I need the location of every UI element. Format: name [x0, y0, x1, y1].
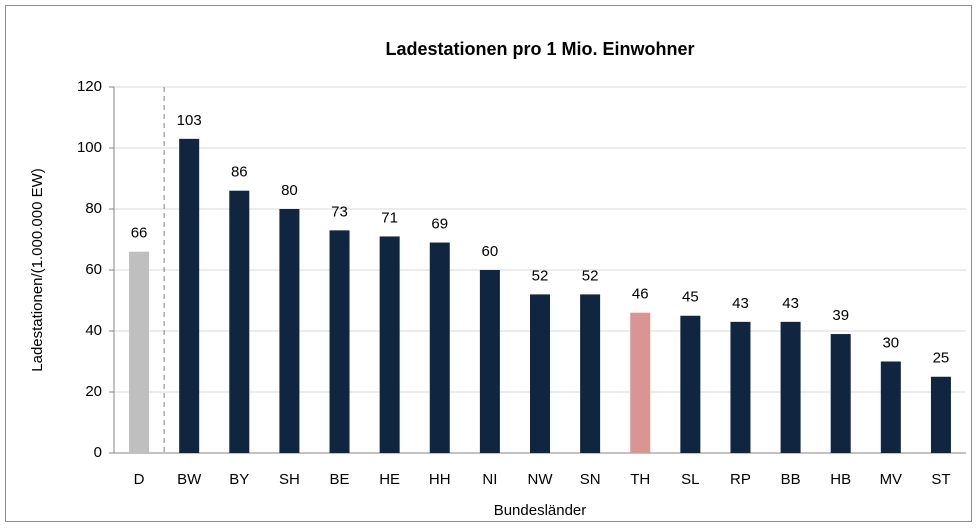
data-label: 30 [882, 334, 899, 351]
bar [129, 251, 150, 453]
x-tick-label: BB [781, 471, 801, 488]
x-tick-label: BW [177, 471, 202, 488]
x-tick-label: BE [330, 471, 350, 488]
x-tick-label: NI [482, 471, 497, 488]
bar [530, 294, 550, 453]
chart-title: Ladestationen pro 1 Mio. Einwohner [385, 39, 694, 59]
data-label: 46 [632, 286, 649, 303]
data-label: 103 [177, 112, 202, 129]
bar [229, 190, 250, 453]
data-label: 43 [732, 295, 749, 312]
y-tick-label: 20 [85, 383, 102, 400]
data-label: 66 [131, 225, 148, 242]
x-tick-label: MV [880, 471, 903, 488]
x-tick-label: SN [580, 471, 601, 488]
bar [429, 242, 450, 453]
y-axis-title: Ladestationen/(1.000.000 EW) [29, 168, 46, 371]
y-tick-label: 40 [85, 322, 102, 339]
data-label: 52 [532, 267, 549, 284]
x-tick-label: SL [681, 471, 699, 488]
bar [479, 270, 500, 453]
data-label: 25 [933, 350, 950, 367]
x-tick-label: D [134, 471, 145, 488]
x-tick-label: RP [730, 471, 751, 488]
bar [930, 376, 951, 453]
x-tick-label: SH [279, 471, 300, 488]
y-tick-label: 80 [85, 200, 102, 217]
data-label: 39 [832, 307, 849, 324]
x-tick-label: ST [931, 471, 950, 488]
y-tick-label: 60 [85, 261, 102, 278]
bar [780, 321, 801, 453]
x-tick-label: NW [528, 471, 554, 488]
data-label: 73 [331, 203, 348, 220]
data-label: 43 [782, 295, 799, 312]
y-tick-label: 120 [77, 78, 102, 95]
bar [630, 312, 651, 453]
x-axis-title: Bundesländer [494, 502, 587, 519]
bar [730, 321, 751, 453]
bar [329, 230, 350, 453]
bar [379, 236, 400, 453]
x-tick-label: BY [229, 471, 249, 488]
bar [179, 138, 200, 453]
bar [580, 294, 601, 453]
y-tick-label: 0 [94, 444, 102, 461]
data-label: 60 [482, 243, 499, 260]
data-label: 86 [231, 164, 248, 181]
x-tick-label: TH [630, 471, 650, 488]
data-label: 69 [431, 216, 448, 233]
data-label: 80 [281, 182, 298, 199]
bar [279, 209, 300, 453]
bar [880, 361, 901, 453]
x-tick-label: HH [429, 471, 451, 488]
y-tick-label: 100 [77, 139, 102, 156]
bar [830, 334, 851, 453]
bar [680, 315, 701, 453]
x-tick-label: HB [830, 471, 851, 488]
data-label: 52 [582, 267, 599, 284]
data-label: 71 [381, 209, 398, 226]
data-label: 45 [682, 289, 699, 306]
x-tick-label: HE [379, 471, 400, 488]
